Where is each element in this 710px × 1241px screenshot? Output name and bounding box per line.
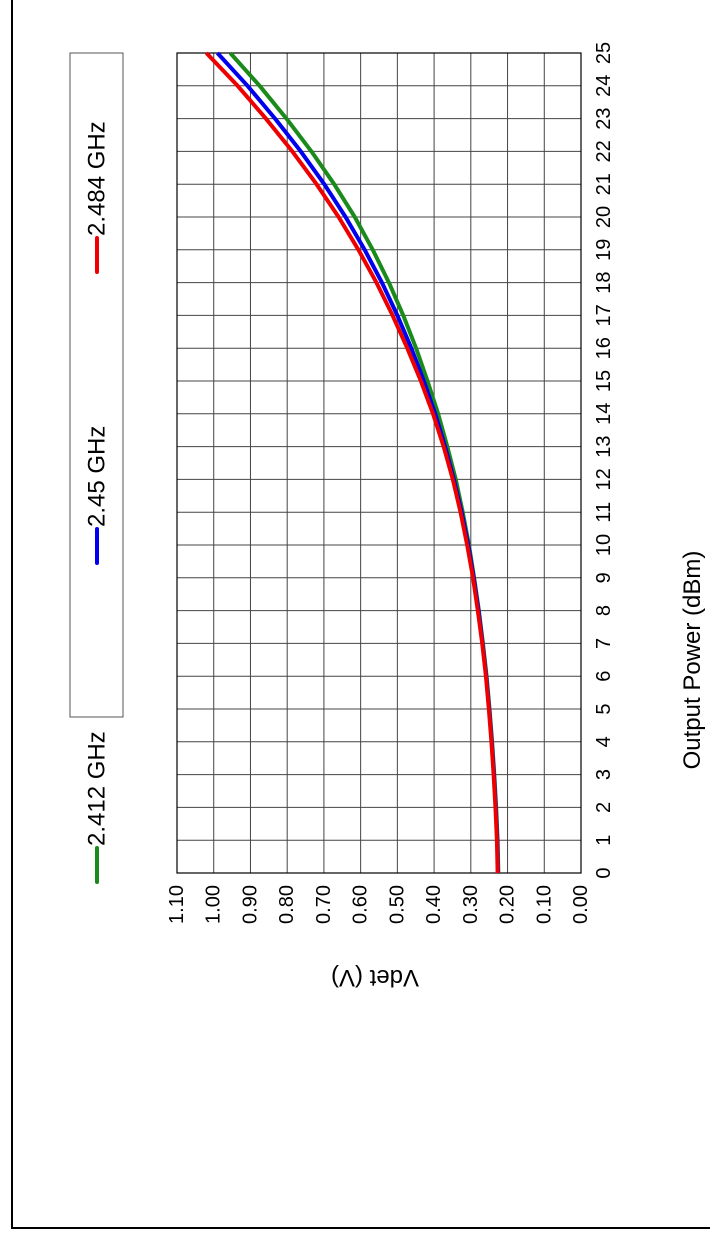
x-tick-label: 1 (593, 835, 615, 846)
x-tick-label: 3 (593, 769, 615, 780)
legend-label: 2.45 GHz (84, 426, 111, 527)
y-tick-label: 1.00 (203, 885, 225, 924)
series-line (204, 51, 500, 874)
legend-box (69, 52, 124, 718)
series-line (228, 51, 501, 874)
x-tick-label: 24 (593, 75, 615, 97)
x-tick-label: 22 (593, 140, 615, 162)
x-tick-label: 20 (593, 206, 615, 228)
x-tick-label: 18 (593, 271, 615, 293)
legend-label: 2.412 GHz (84, 731, 111, 846)
series-group (204, 51, 501, 874)
y-tick-label: 0.00 (570, 885, 592, 924)
x-tick-label: 7 (593, 638, 615, 649)
x-tick-label: 5 (593, 703, 615, 714)
x-tick-label: 23 (593, 107, 615, 129)
y-axis-label: Vdet (V) (331, 964, 419, 991)
y-tick-label: 0.40 (423, 885, 445, 924)
x-tick-label: 25 (593, 42, 615, 64)
x-tick-label: 13 (593, 435, 615, 457)
y-tick-label: 0.80 (276, 885, 298, 924)
y-tick-labels: 0.00 0.10 0.20 0.30 0.40 0.50 0.60 0.70 0.80 0.90… (166, 885, 592, 924)
x-tick-label: 4 (593, 736, 615, 747)
plot-area-border (176, 52, 582, 874)
grid (176, 52, 582, 874)
y-tick-label: 0.30 (460, 885, 482, 924)
x-tick-label: 12 (593, 468, 615, 490)
y-tick-label: 1.10 (166, 885, 188, 924)
x-tick-label: 14 (593, 403, 615, 425)
y-tick-label: 0.70 (313, 885, 335, 924)
x-tick-label: 0 (593, 867, 615, 878)
x-tick-labels: 0123456789101112131415161718192021222324… (593, 42, 615, 879)
series-line (215, 51, 500, 874)
x-tick-label: 21 (593, 173, 615, 195)
y-tick-label: 0.10 (533, 885, 555, 924)
chart-frame (11, 0, 710, 1229)
y-tick-label: 0.90 (239, 885, 261, 924)
x-tick-label: 10 (593, 534, 615, 556)
x-tick-label: 6 (593, 671, 615, 682)
x-tick-label: 17 (593, 304, 615, 326)
x-tick-label: 19 (593, 239, 615, 261)
legend-label: 2.484 GHz (84, 121, 111, 236)
y-tick-label: 0.50 (386, 885, 408, 924)
x-tick-label: 2 (593, 802, 615, 813)
legend: 2.412 GHz 2.45 GHz 2.484 GHz (69, 52, 124, 884)
x-tick-label: 16 (593, 337, 615, 359)
x-tick-label: 8 (593, 605, 615, 616)
y-tick-label: 0.20 (497, 885, 519, 924)
x-tick-label: 15 (593, 370, 615, 392)
x-axis-label: Output Power (dBm) (679, 551, 706, 770)
y-tick-label: 0.60 (350, 885, 372, 924)
x-tick-label: 9 (593, 572, 615, 583)
x-tick-label: 11 (593, 502, 615, 523)
